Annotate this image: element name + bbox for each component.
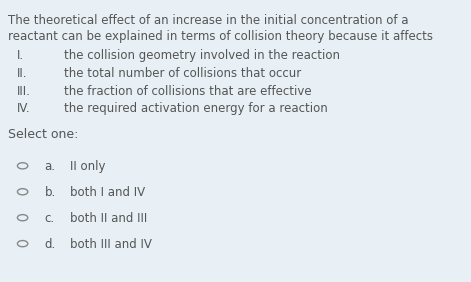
Text: c.: c. — [45, 212, 55, 225]
Text: both I and IV: both I and IV — [70, 186, 145, 199]
Text: II only: II only — [70, 160, 105, 173]
Text: a.: a. — [45, 160, 56, 173]
Text: III.: III. — [16, 85, 30, 98]
Text: I.: I. — [16, 49, 24, 62]
Text: d.: d. — [45, 238, 56, 251]
Text: the fraction of collisions that are effective: the fraction of collisions that are effe… — [64, 85, 311, 98]
Text: the total number of collisions that occur: the total number of collisions that occu… — [64, 67, 301, 80]
Text: b.: b. — [45, 186, 56, 199]
Text: II.: II. — [16, 67, 27, 80]
Text: the collision geometry involved in the reaction: the collision geometry involved in the r… — [64, 49, 340, 62]
Text: both III and IV: both III and IV — [70, 238, 152, 251]
Text: The theoretical effect of an increase in the initial concentration of a: The theoretical effect of an increase in… — [8, 14, 409, 27]
Text: IV.: IV. — [16, 102, 30, 115]
Text: Select one:: Select one: — [8, 128, 79, 141]
Text: reactant can be explained in terms of collision theory because it affects: reactant can be explained in terms of co… — [8, 30, 433, 43]
Text: both II and III: both II and III — [70, 212, 147, 225]
Text: the required activation energy for a reaction: the required activation energy for a rea… — [64, 102, 327, 115]
